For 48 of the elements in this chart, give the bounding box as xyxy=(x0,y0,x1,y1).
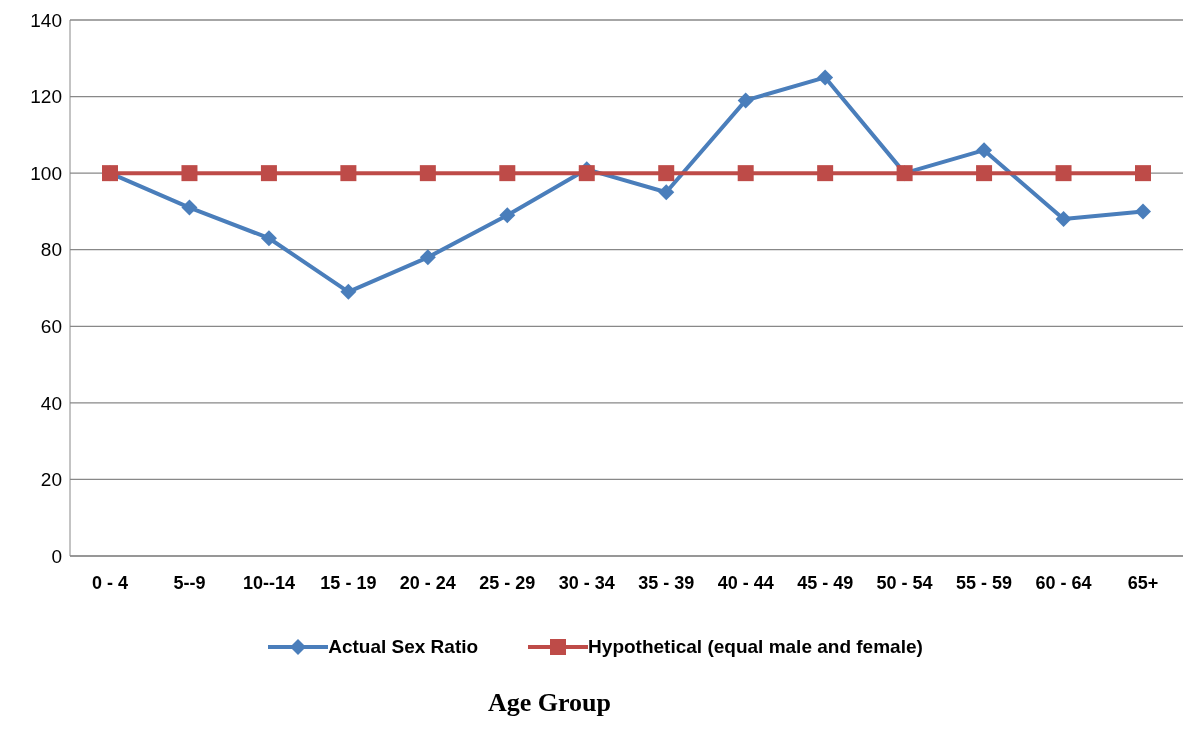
point xyxy=(658,184,675,201)
point xyxy=(817,69,834,86)
x-tick-label: 5--9 xyxy=(173,572,206,593)
x-tick-label: 40 - 44 xyxy=(717,572,774,593)
y-tick-label: 140 xyxy=(30,9,62,31)
point xyxy=(976,142,993,159)
point xyxy=(658,165,675,182)
point xyxy=(976,165,993,182)
x-tick-label: 0 - 4 xyxy=(91,572,129,593)
point xyxy=(1055,211,1072,228)
point xyxy=(737,92,754,109)
point xyxy=(419,165,436,182)
point xyxy=(340,165,357,182)
x-tick-label: 60 - 64 xyxy=(1035,572,1092,593)
point xyxy=(340,283,357,300)
x-tick-label: 30 - 34 xyxy=(558,572,615,593)
x-tick-label: 35 - 39 xyxy=(638,572,695,593)
x-tick-label: 65+ xyxy=(1127,572,1159,593)
point xyxy=(419,249,436,266)
x-tick-label: 50 - 54 xyxy=(876,572,933,593)
x-tick-label: 15 - 19 xyxy=(320,572,377,593)
y-tick-label: 100 xyxy=(30,162,62,184)
y-tick-label: 20 xyxy=(40,469,62,491)
point xyxy=(1055,165,1072,182)
x-axis-title: Age Group xyxy=(487,688,612,718)
point xyxy=(737,165,754,182)
legend-label: Actual Sex Ratio xyxy=(328,636,479,658)
point xyxy=(181,199,198,216)
point xyxy=(181,165,198,182)
y-tick-label: 40 xyxy=(40,392,62,414)
y-tick-label: 60 xyxy=(40,316,62,338)
legend-label: Hypothetical (equal male and female) xyxy=(588,636,923,658)
y-tick-label: 120 xyxy=(30,86,62,108)
y-tick-label: 0 xyxy=(51,545,62,567)
x-tick-label: 10--14 xyxy=(242,572,295,593)
point xyxy=(1135,165,1151,182)
point xyxy=(260,230,277,247)
x-tick-label: 55 - 59 xyxy=(956,572,1013,593)
x-tick-label: 20 - 24 xyxy=(399,572,456,593)
y-tick-label: 80 xyxy=(40,239,62,261)
point xyxy=(499,207,516,224)
point xyxy=(817,165,834,182)
x-tick-label: 45 - 49 xyxy=(797,572,854,593)
point xyxy=(578,165,595,182)
x-tick-label: 25 - 29 xyxy=(479,572,536,593)
point xyxy=(260,165,277,182)
point xyxy=(1135,203,1151,220)
point xyxy=(499,165,516,182)
